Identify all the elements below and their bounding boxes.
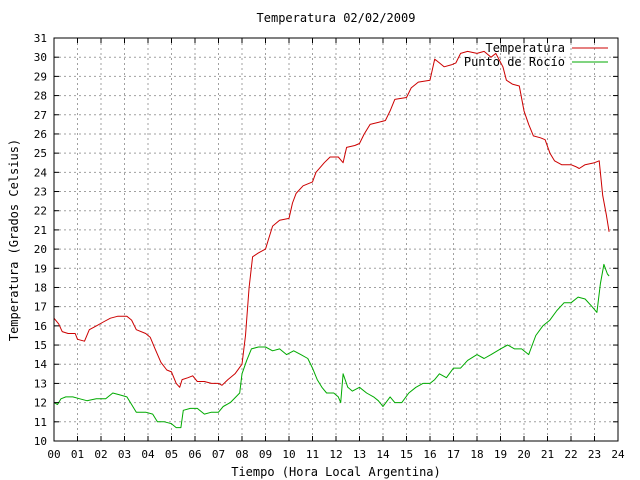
y-tick-label: 28 — [34, 90, 47, 103]
y-tick-label: 29 — [34, 70, 47, 83]
x-tick-label: 01 — [71, 448, 84, 461]
y-tick-label: 20 — [34, 243, 47, 256]
legend: Temperatura Punto de Rocío — [464, 41, 608, 69]
x-tick-label: 12 — [329, 448, 342, 461]
x-tick-label: 05 — [165, 448, 178, 461]
x-tick-label: 21 — [541, 448, 554, 461]
x-tick-label: 03 — [118, 448, 131, 461]
y-tick-label: 21 — [34, 224, 47, 237]
legend-label-punto-de-rocio: Punto de Rocío — [464, 55, 565, 69]
x-tick-label: 04 — [141, 448, 155, 461]
x-tick-label: 08 — [235, 448, 248, 461]
series-line-temperatura — [53, 50, 610, 388]
y-tick-label: 16 — [34, 320, 47, 333]
y-tick-label: 30 — [34, 51, 47, 64]
y-tick-label: 22 — [34, 205, 47, 218]
y-tick-label: 10 — [34, 435, 47, 448]
x-tick-label: 13 — [353, 448, 366, 461]
y-tick-label: 17 — [34, 301, 47, 314]
y-tick-label: 11 — [34, 416, 47, 429]
y-tick-label: 19 — [34, 262, 47, 275]
y-tick-label: 27 — [34, 109, 47, 122]
axis-ticks — [53, 37, 619, 442]
y-tick-label: 18 — [34, 281, 47, 294]
series-line-punto-de-rocio — [53, 263, 610, 429]
x-axis-title: Tiempo (Hora Local Argentina) — [231, 465, 441, 479]
chart-title: Temperatura 02/02/2009 — [257, 11, 416, 25]
tick-labels: 10 11 12 13 14 15 16 17 18 19 20 21 22 23 24 25 26 27 28 29… — [34, 32, 625, 461]
x-tick-label: 17 — [447, 448, 460, 461]
x-tick-label: 02 — [94, 448, 107, 461]
x-tick-label: 00 — [47, 448, 60, 461]
x-tick-label: 19 — [494, 448, 507, 461]
grid-lines — [54, 38, 618, 441]
legend-label-temperatura: Temperatura — [486, 41, 565, 55]
y-tick-label: 15 — [34, 339, 47, 352]
y-tick-label: 13 — [34, 377, 47, 390]
y-tick-label: 14 — [34, 358, 48, 371]
x-tick-label: 10 — [282, 448, 295, 461]
x-tick-label: 06 — [188, 448, 201, 461]
y-tick-label: 25 — [34, 147, 47, 160]
x-tick-label: 18 — [470, 448, 483, 461]
y-tick-label: 12 — [34, 397, 47, 410]
y-tick-label: 23 — [34, 186, 47, 199]
y-axis-title: Temperatura (Grados Celsius) — [7, 139, 21, 341]
x-tick-label: 24 — [611, 448, 625, 461]
x-tick-label: 22 — [564, 448, 577, 461]
x-tick-label: 11 — [306, 448, 319, 461]
x-tick-label: 09 — [259, 448, 272, 461]
x-tick-label: 15 — [400, 448, 413, 461]
y-tick-label: 31 — [34, 32, 47, 45]
x-tick-label: 14 — [376, 448, 390, 461]
series-lines — [53, 50, 610, 429]
x-tick-label: 23 — [588, 448, 601, 461]
x-tick-label: 20 — [517, 448, 530, 461]
x-tick-label: 16 — [423, 448, 436, 461]
y-tick-label: 26 — [34, 128, 47, 141]
y-tick-label: 24 — [34, 166, 48, 179]
x-tick-label: 07 — [212, 448, 225, 461]
